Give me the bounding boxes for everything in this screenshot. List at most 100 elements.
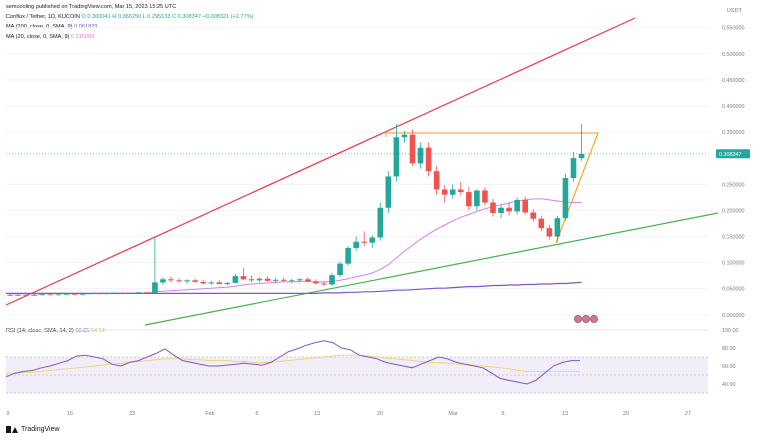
- candle-body: [7, 294, 13, 296]
- ma200-legend: MA (200, close, 0, SMA, 9) 0.061829: [6, 24, 97, 30]
- candle: [152, 236, 158, 294]
- candle-body: [578, 153, 585, 159]
- candle-body: [31, 294, 37, 296]
- price-tick-label: 0.150000: [722, 234, 744, 240]
- candle: [506, 202, 512, 216]
- candle-body: [152, 282, 158, 293]
- candle: [200, 279, 206, 285]
- candle: [482, 187, 488, 206]
- candle: [474, 189, 480, 211]
- price-tick-label: 0.450000: [722, 78, 744, 84]
- rsi-pane: 100.00 80.00 60.00 40.00: [5, 328, 739, 394]
- candle: [425, 142, 432, 177]
- candle-body: [87, 293, 94, 295]
- candle: [562, 173, 569, 221]
- candle: [136, 291, 142, 294]
- candle-body: [47, 294, 54, 296]
- rsi-label: RSI (14, close, SMA, 14, 2): [6, 328, 74, 334]
- candle-body: [79, 293, 86, 295]
- candle-body: [441, 189, 448, 195]
- candle: [353, 236, 359, 252]
- candle-body: [345, 247, 351, 264]
- candle-body: [272, 279, 279, 281]
- candle-body: [474, 190, 480, 207]
- rsi-legend: RSI (14, close, SMA, 14, 2) 66.65 54.14: [6, 328, 105, 334]
- candle: [321, 281, 327, 287]
- candle: [546, 224, 553, 240]
- candle: [15, 294, 21, 296]
- candle: [111, 292, 118, 294]
- candle-body: [119, 292, 126, 294]
- candle-body: [216, 282, 223, 284]
- candle: [232, 274, 239, 284]
- candle: [570, 151, 577, 182]
- candle: [248, 275, 255, 283]
- candle: [288, 278, 295, 283]
- tradingview-logo-icon: [6, 426, 18, 433]
- candle-body: [337, 263, 343, 276]
- candle-body: [393, 137, 400, 177]
- candle: [305, 277, 311, 283]
- candles: [7, 123, 599, 323]
- symbol-name: Conflux / Tether, 1D, KUCOIN: [6, 14, 80, 20]
- candle: [240, 267, 247, 281]
- candle: [103, 292, 110, 295]
- candle: [224, 281, 231, 286]
- candle-body: [168, 279, 174, 281]
- candle: [87, 292, 94, 295]
- candle: [192, 278, 198, 283]
- trendlines: [5, 17, 719, 326]
- candle-body: [224, 282, 231, 284]
- candle-body: [369, 237, 376, 243]
- rsi-tick-label: 80.00: [722, 346, 736, 352]
- candle: [466, 186, 472, 211]
- candle-body: [385, 176, 392, 208]
- candle-body: [232, 276, 239, 283]
- time-tick-label: 6: [502, 411, 505, 417]
- candle-body: [136, 292, 142, 294]
- candle-body: [538, 218, 545, 229]
- candle-body: [15, 294, 21, 296]
- time-tick-label: 13: [562, 411, 568, 417]
- candle-body: [417, 147, 424, 164]
- candle-body: [433, 171, 440, 190]
- candle: [119, 292, 126, 294]
- candle: [329, 273, 335, 286]
- ma20-legend: MA (20, close, 0, SMA, 9) 0.215089: [6, 34, 94, 40]
- candle-body: [409, 134, 416, 164]
- candle: [144, 291, 150, 294]
- candle: [95, 292, 102, 295]
- price-tick-label: 0.550000: [722, 26, 744, 32]
- time-tick-label: Mar: [448, 411, 457, 417]
- candle: [47, 293, 54, 296]
- time-tick-label: 20: [623, 411, 629, 417]
- candle: [401, 131, 408, 143]
- candle-body: [554, 218, 561, 237]
- time-tick-label: 16: [67, 411, 73, 417]
- time-axis: 9 16 23 Feb 6 13 20 Mar 6 13 20 27: [7, 411, 692, 417]
- candle: [168, 276, 174, 283]
- moving-averages: [6, 198, 582, 295]
- candle: [208, 280, 215, 286]
- price-chart[interactable]: 0.550000 0.500000 0.450000 0.400000 0.350000…: [0, 0, 760, 420]
- candle: [514, 197, 520, 215]
- candle-body: [482, 190, 488, 203]
- price-tick-label: 0.250000: [722, 182, 744, 188]
- candle-body: [401, 134, 408, 138]
- candle: [55, 293, 62, 296]
- candle: [441, 185, 448, 203]
- candle-body: [184, 280, 190, 282]
- candle-body: [353, 241, 359, 248]
- author-line: semcooling published on TradingView.com,…: [6, 4, 177, 10]
- candle-body: [490, 202, 496, 213]
- rsi-tick-label: 100.00: [722, 328, 739, 334]
- candle: [361, 231, 367, 246]
- event-flag-icon: [590, 314, 599, 323]
- candle: [79, 293, 86, 295]
- price-tick-label: 0.350000: [722, 130, 744, 136]
- candle: [578, 123, 585, 161]
- candle: [176, 278, 182, 283]
- grid: [6, 27, 708, 316]
- candle-body: [111, 292, 118, 294]
- ma200-line: [6, 281, 582, 294]
